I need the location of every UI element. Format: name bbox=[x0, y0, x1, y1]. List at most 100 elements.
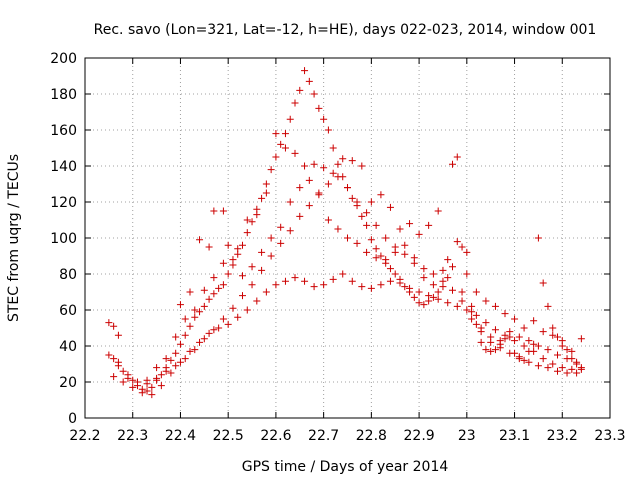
data-point bbox=[320, 164, 328, 172]
data-point bbox=[110, 322, 118, 330]
data-point bbox=[377, 281, 385, 289]
data-point bbox=[196, 236, 204, 244]
data-point bbox=[363, 248, 371, 256]
data-point bbox=[525, 358, 533, 366]
data-point bbox=[348, 277, 356, 285]
data-point bbox=[425, 221, 433, 229]
data-point bbox=[563, 369, 571, 377]
data-point bbox=[363, 221, 371, 229]
data-point bbox=[143, 376, 151, 384]
data-point bbox=[258, 248, 266, 256]
data-point bbox=[134, 378, 141, 386]
data-point bbox=[324, 126, 332, 134]
x-tick-label: 22.2 bbox=[69, 428, 100, 444]
data-point bbox=[181, 355, 189, 363]
data-point bbox=[239, 292, 246, 300]
y-tick-label: 100 bbox=[50, 231, 77, 247]
data-point bbox=[296, 86, 304, 94]
data-point bbox=[491, 302, 499, 310]
axis-ticks: 22.2 22.3 22.4 22.5 22.6 22.7 22.8 22.9 23 23.1 23… bbox=[50, 51, 625, 444]
data-point bbox=[305, 176, 313, 184]
data-point bbox=[119, 367, 127, 375]
data-point bbox=[568, 347, 576, 355]
data-point bbox=[172, 333, 180, 341]
data-point bbox=[262, 288, 270, 296]
y-tick-label: 60 bbox=[59, 303, 77, 319]
data-point bbox=[491, 346, 499, 354]
data-point bbox=[415, 288, 423, 296]
data-point bbox=[539, 355, 547, 363]
data-point bbox=[305, 77, 313, 85]
data-point bbox=[172, 362, 180, 370]
data-point bbox=[420, 274, 428, 282]
data-point bbox=[372, 245, 380, 253]
data-point bbox=[549, 360, 557, 368]
data-point bbox=[234, 245, 242, 253]
data-point bbox=[205, 295, 213, 303]
x-tick-label: 22.6 bbox=[260, 428, 291, 444]
data-point bbox=[415, 230, 423, 238]
data-point bbox=[539, 279, 547, 287]
data-point bbox=[248, 218, 256, 226]
data-point bbox=[573, 358, 581, 366]
data-point bbox=[186, 347, 194, 355]
data-point bbox=[420, 265, 428, 273]
data-point bbox=[215, 324, 223, 332]
data-point bbox=[148, 391, 156, 399]
data-point bbox=[339, 155, 347, 163]
y-tick-label: 140 bbox=[50, 159, 77, 175]
data-point bbox=[272, 130, 280, 138]
data-point bbox=[200, 335, 208, 343]
data-point bbox=[472, 311, 480, 319]
data-point bbox=[348, 194, 356, 202]
data-point bbox=[477, 338, 485, 346]
data-point bbox=[339, 270, 347, 278]
data-point bbox=[305, 202, 313, 210]
data-point bbox=[129, 376, 137, 384]
data-point bbox=[267, 234, 275, 242]
data-point bbox=[248, 263, 256, 271]
data-point bbox=[401, 250, 409, 258]
data-point bbox=[377, 252, 385, 260]
data-point bbox=[453, 302, 461, 310]
data-point bbox=[353, 239, 361, 247]
data-point bbox=[105, 351, 113, 359]
data-point bbox=[219, 207, 227, 215]
data-point bbox=[281, 277, 289, 285]
data-point bbox=[358, 212, 366, 220]
data-point bbox=[286, 115, 294, 123]
data-point bbox=[515, 353, 523, 361]
data-point bbox=[458, 297, 466, 305]
data-point bbox=[406, 284, 414, 292]
data-point bbox=[200, 286, 208, 294]
data-point bbox=[277, 223, 285, 231]
x-tick-label: 23.3 bbox=[594, 428, 625, 444]
data-point bbox=[501, 310, 509, 318]
data-point bbox=[310, 283, 318, 291]
data-point bbox=[224, 320, 232, 328]
data-point bbox=[396, 225, 404, 233]
data-point bbox=[439, 277, 447, 285]
x-tick-label: 22.5 bbox=[213, 428, 244, 444]
x-tick-label: 22.9 bbox=[404, 428, 435, 444]
data-point bbox=[239, 272, 246, 280]
data-point bbox=[315, 104, 323, 112]
data-point bbox=[105, 319, 113, 327]
data-point bbox=[329, 169, 337, 177]
data-point bbox=[377, 191, 385, 199]
data-point bbox=[124, 374, 132, 382]
data-point bbox=[544, 302, 552, 310]
data-point bbox=[281, 144, 289, 152]
data-point bbox=[167, 356, 175, 364]
data-point bbox=[291, 99, 299, 107]
data-points bbox=[105, 67, 585, 399]
data-point bbox=[382, 256, 390, 264]
data-point bbox=[391, 270, 399, 278]
data-point bbox=[253, 297, 261, 305]
y-tick-label: 80 bbox=[59, 267, 77, 283]
data-point bbox=[196, 338, 204, 346]
data-point bbox=[167, 369, 175, 377]
data-point bbox=[429, 281, 437, 289]
data-point bbox=[401, 283, 409, 291]
